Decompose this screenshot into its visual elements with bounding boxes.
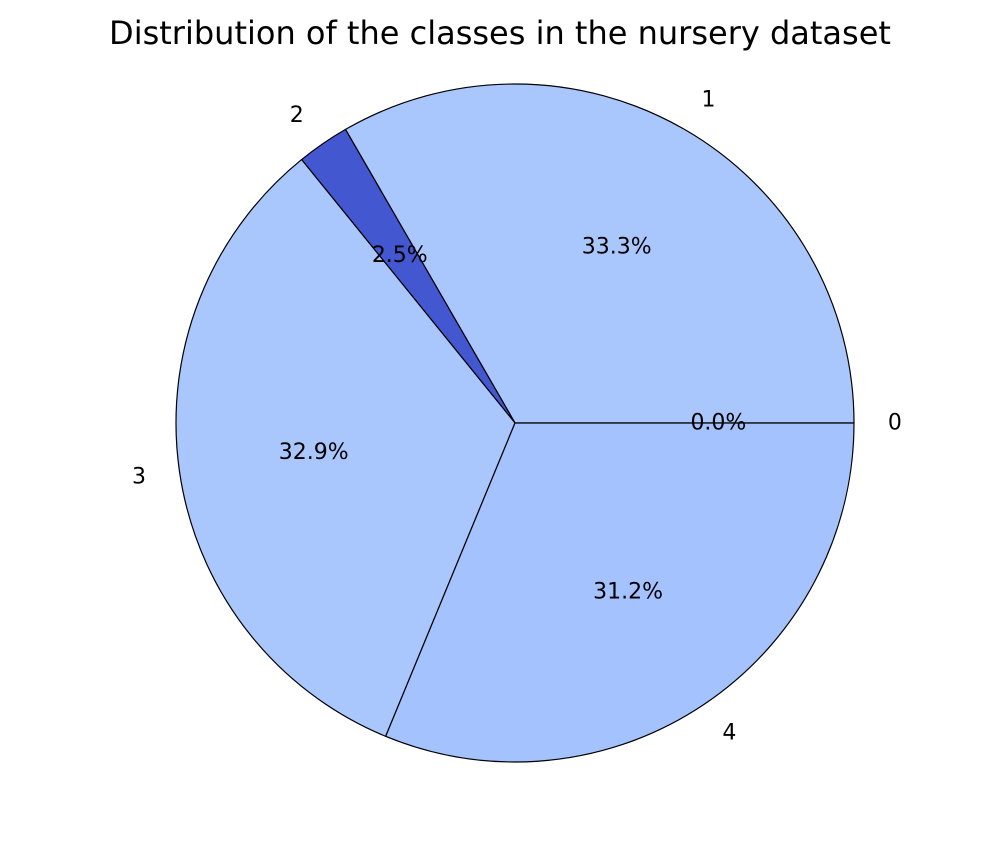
slice-percent-3: 32.9% xyxy=(279,440,349,465)
slice-percent-1: 33.3% xyxy=(582,234,652,259)
slice-percent-2: 2.5% xyxy=(372,243,428,268)
slice-label-2: 2 xyxy=(290,103,304,128)
slice-label-0: 0 xyxy=(888,411,902,436)
labels-layer: 0 0.0% 1 33.3% 2 2.5% 3 32.9% 4 31.2% xyxy=(132,88,902,746)
pie-slice-1 xyxy=(344,83,855,424)
slice-label-1: 1 xyxy=(701,88,715,113)
slices-layer xyxy=(175,83,855,763)
pie-slice-3 xyxy=(175,158,516,737)
slice-percent-4: 31.2% xyxy=(593,580,663,605)
slice-percent-0: 0.0% xyxy=(690,411,746,436)
chart-title: Distribution of the classes in the nurse… xyxy=(109,14,891,52)
slice-label-4: 4 xyxy=(722,720,736,745)
pie-slice-4 xyxy=(385,422,855,763)
slice-label-3: 3 xyxy=(132,464,146,489)
